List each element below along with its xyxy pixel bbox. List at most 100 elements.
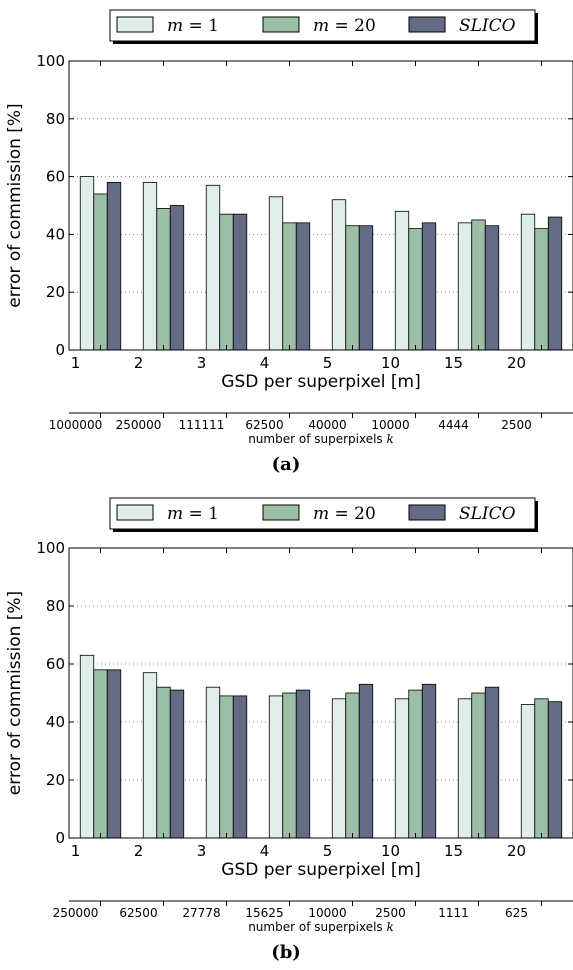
superpixel-axis: 250000 62500 27778 15625 10000 2500 1111 625 num…: [53, 900, 573, 934]
bar: [457, 698, 473, 839]
superpixel-tick-label: 27778: [182, 906, 220, 920]
bar: [547, 216, 563, 351]
y-tick-label: 40: [46, 225, 65, 243]
legend-swatch: [116, 16, 154, 33]
chart-b: m = 1 m = 20 SLICO 0 20 40 60 80 100 1 2 3 4 5 10 15 20 G…: [5, 497, 573, 963]
x-tick-label: 15: [444, 354, 463, 372]
superpixel-tick-label: 2500: [375, 906, 406, 920]
bar: [268, 695, 284, 839]
bar: [219, 213, 234, 351]
plot-frame: [68, 547, 573, 839]
legend-label: m = 1: [167, 16, 219, 36]
bar: [106, 669, 122, 839]
legend-frame: [109, 9, 536, 42]
legend-frame: [109, 497, 536, 530]
bar: [408, 228, 423, 351]
y-tick-label: 0: [55, 829, 65, 847]
bar: [205, 686, 221, 839]
bar: [93, 193, 108, 351]
x-tick-label: 20: [507, 354, 526, 372]
y-tick-label: 100: [36, 52, 65, 70]
y-tick-label: 20: [46, 283, 65, 301]
bar: [358, 683, 374, 839]
y-tick-label: 80: [46, 597, 65, 615]
bar: [394, 698, 410, 839]
bar: [358, 225, 374, 351]
chart-a: m = 1 m = 20 SLICO 0 20 40 60 80 100 1 2 3 4 5 10 15 20 G…: [5, 9, 573, 475]
bar: [547, 701, 563, 839]
superpixel-tick-label: 1000000: [49, 418, 102, 432]
superpixel-tick-label: 62500: [245, 418, 283, 432]
bar: [295, 689, 311, 839]
bar: [232, 695, 248, 839]
bar: [534, 228, 549, 351]
y-axis-label: error of commission [%]: [5, 591, 25, 795]
superpixel-tick-label: 2500: [501, 418, 532, 432]
bar: [345, 692, 360, 839]
bar: [331, 199, 347, 351]
bar: [345, 225, 360, 351]
superpixel-tick-label: 40000: [308, 418, 346, 432]
superpixel-tick-label: 250000: [116, 418, 162, 432]
superpixel-axis-label: number of superpixels k: [248, 432, 394, 446]
bar: [169, 689, 185, 839]
legend-swatch: [262, 16, 300, 33]
bar: [421, 683, 437, 839]
bar: [79, 176, 95, 351]
legend-swatch: [116, 504, 154, 521]
bar: [520, 704, 536, 839]
plot-frame: [68, 60, 573, 351]
bar: [79, 654, 95, 839]
superpixel-axis: 1000000 250000 111111 62500 40000 10000 4444 25…: [49, 412, 573, 446]
x-tick-label: 10: [381, 354, 400, 372]
bar: [142, 181, 158, 351]
y-tick-label: 20: [46, 771, 65, 789]
bar: [534, 698, 549, 839]
y-tick-label: 40: [46, 713, 65, 731]
bar: [394, 210, 410, 351]
bar: [457, 222, 473, 351]
bar: [421, 222, 437, 351]
superpixel-axis-label: number of superpixels k: [248, 920, 394, 934]
superpixel-tick-label: 111111: [179, 418, 225, 432]
superpixel-tick-label: 1111: [438, 906, 469, 920]
x-tick-label: 2: [134, 354, 144, 372]
bar: [282, 222, 297, 351]
legend-swatch: [262, 504, 300, 521]
bar: [520, 213, 536, 351]
bar: [282, 692, 297, 839]
bar: [169, 205, 185, 351]
bar: [156, 686, 171, 839]
x-tick-label: 1: [71, 842, 81, 860]
legend-label: m = 20: [313, 16, 376, 36]
x-axis-label: GSD per superpixel [m]: [221, 372, 420, 392]
bar: [142, 672, 158, 839]
y-tick-label: 60: [46, 655, 65, 673]
legend: m = 1 m = 20 SLICO: [109, 9, 538, 44]
x-tick-label: 4: [260, 842, 270, 860]
superpixel-tick-label: 250000: [53, 906, 99, 920]
bar: [156, 207, 171, 351]
bar: [484, 686, 500, 839]
legend-label: m = 1: [167, 504, 219, 524]
figure-caption: (b): [271, 942, 301, 963]
bar: [295, 222, 311, 351]
x-tick-label: 1: [71, 354, 81, 372]
x-tick-label: 20: [507, 842, 526, 860]
x-tick-label: 3: [197, 354, 207, 372]
superpixel-tick-label: 10000: [308, 906, 346, 920]
legend-label: SLICO: [459, 504, 516, 524]
bar: [331, 698, 347, 839]
bar: [268, 196, 284, 351]
bar: [232, 213, 248, 351]
bar: [484, 225, 500, 351]
bar: [219, 695, 234, 839]
x-tick-label: 3: [197, 842, 207, 860]
bar: [471, 692, 486, 839]
bar: [205, 184, 221, 351]
x-tick-label: 5: [323, 354, 333, 372]
x-tick-label: 10: [381, 842, 400, 860]
x-tick-label: 15: [444, 842, 463, 860]
superpixel-tick-label: 10000: [371, 418, 409, 432]
